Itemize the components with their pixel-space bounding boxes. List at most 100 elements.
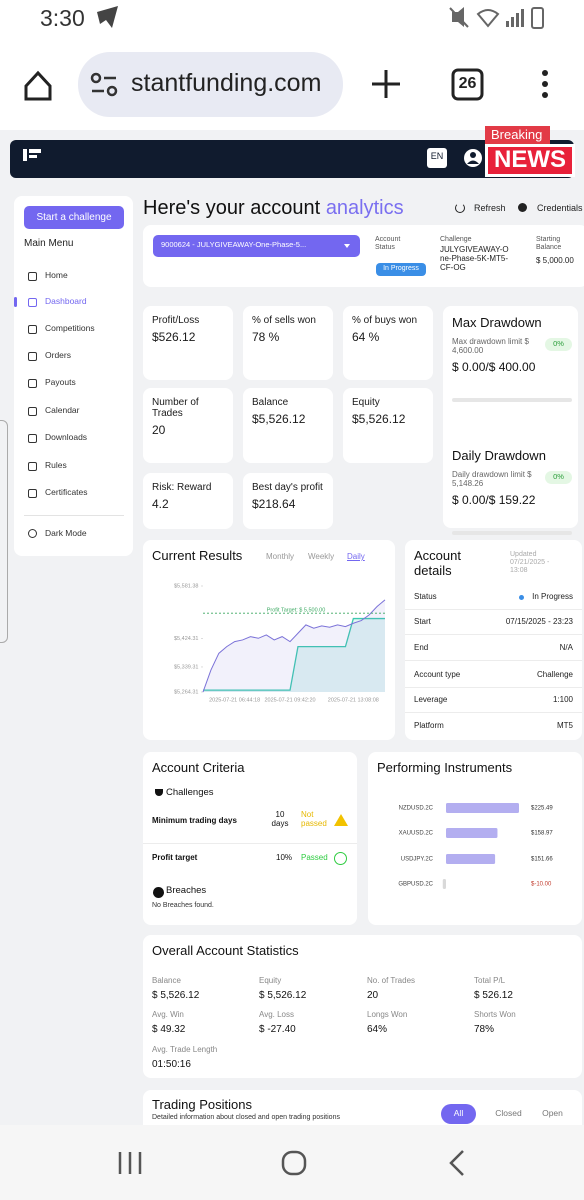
positions-subtitle: Detailed information about closed and op… <box>152 1114 340 1121</box>
bar <box>446 828 498 838</box>
status-label: Account Status <box>375 236 401 252</box>
range-tab[interactable]: Monthly <box>266 552 295 561</box>
breaches-icon <box>153 887 164 898</box>
overall-label: Total P/L <box>474 976 506 985</box>
language-box[interactable] <box>427 148 447 168</box>
overall-value: $ 5,526.12 <box>152 990 200 1001</box>
overall-value: $ 5,526.12 <box>259 990 307 1001</box>
menu-item[interactable]: Competitions <box>45 323 95 333</box>
category-label: XAUUSD.2C <box>399 831 434 837</box>
menu-icon[interactable] <box>28 352 37 361</box>
status-badge <box>376 263 426 276</box>
language-button[interactable]: EN <box>430 151 444 161</box>
header-icons <box>23 126 575 177</box>
stat-value: 78 % <box>252 330 280 344</box>
details-label: End <box>414 643 429 652</box>
menu-icon[interactable] <box>28 379 37 388</box>
home-button[interactable] <box>281 1150 307 1176</box>
recent-apps[interactable] <box>118 1152 142 1174</box>
check-icon <box>334 852 347 865</box>
badge-bottom-text: NEWS <box>494 146 566 173</box>
dark-mode-icon[interactable] <box>28 529 37 538</box>
menu-icon[interactable] <box>28 272 37 281</box>
menu-icon[interactable] <box>28 325 37 334</box>
y-tick-label: $5,339.31 <box>174 664 198 670</box>
menu-icon[interactable] <box>28 407 37 416</box>
y-tick-label: $5,424.31 <box>174 636 198 642</box>
value-label: $-10.00 <box>531 882 552 888</box>
positions-tab[interactable]: Closed <box>495 1108 522 1118</box>
row-divider <box>405 712 582 713</box>
refresh-icon[interactable] <box>455 203 465 213</box>
drawdown-limit: Max drawdown limit $ 4,600.00 <box>452 337 529 356</box>
menu-icon[interactable] <box>28 298 37 307</box>
stat-card: Equity $5,526.12 <box>343 388 433 463</box>
status-icons <box>449 7 544 29</box>
criteria-value: 10% <box>276 853 293 862</box>
x-tick-label: 2025-07-21 06:44:18 <box>209 697 260 703</box>
menu-item[interactable]: Rules <box>45 460 67 470</box>
drawdown-value: $ 0.00/$ 159.22 <box>452 493 536 507</box>
menu-item[interactable]: Dashboard <box>45 296 87 306</box>
details-label: Platform <box>414 721 444 730</box>
menu-icon[interactable] <box>542 70 548 98</box>
positions-tab[interactable]: All <box>453 1108 464 1118</box>
drawdown-title: Max Drawdown <box>452 315 542 330</box>
overall-value: 78% <box>474 1024 495 1035</box>
tab-count-box[interactable] <box>451 68 484 101</box>
criteria-status: Not passed <box>301 810 327 829</box>
details-value: In Progress <box>532 592 573 601</box>
account-select[interactable] <box>153 235 360 257</box>
menu-item[interactable]: Orders <box>45 350 71 360</box>
menu-item[interactable]: Certificates <box>45 487 88 497</box>
tab-count[interactable]: 26 <box>458 75 477 92</box>
bar <box>446 854 496 864</box>
x-tick-label: 2025-07-21 13:08:08 <box>328 697 379 703</box>
title-highlight: analytics <box>325 197 404 219</box>
range-tab[interactable]: Daily <box>347 552 365 561</box>
positions-title: Trading Positions <box>152 1097 252 1112</box>
details-updated: Updated 07/21/2025 - 13:08 <box>510 551 550 575</box>
menu-item[interactable]: Calendar <box>45 405 80 415</box>
menu-item[interactable]: Home <box>45 270 68 280</box>
dark-mode-toggle[interactable]: Dark Mode <box>45 528 87 538</box>
badge-top-text: Breaking <box>491 127 543 142</box>
details-value: 07/15/2025 - 23:23 <box>505 617 573 626</box>
menu-item[interactable]: Payouts <box>45 377 76 387</box>
chart-title: Current Results <box>152 548 243 563</box>
menu-item[interactable]: Downloads <box>45 432 88 442</box>
overall-value: 20 <box>367 990 379 1001</box>
site-settings-icon[interactable] <box>90 72 118 97</box>
account-details-card <box>405 540 582 740</box>
profit-target-label: Profit Target: $ 5,500.00 <box>267 608 326 614</box>
start-challenge-button[interactable] <box>24 206 124 229</box>
row-divider <box>405 609 582 610</box>
positions-tab[interactable]: Open <box>542 1108 563 1118</box>
criteria-name: Profit target <box>152 853 198 862</box>
url-pill[interactable] <box>78 52 343 117</box>
range-tab[interactable]: Weekly <box>308 552 335 561</box>
logo[interactable] <box>23 149 41 161</box>
edge-handle[interactable] <box>0 420 8 643</box>
menu-icon[interactable] <box>28 462 37 471</box>
stat-card: % of sells won 78 % <box>243 306 333 380</box>
details-value: N/A <box>559 643 573 652</box>
home-icon[interactable] <box>24 70 52 101</box>
account-select-text[interactable]: 9000624 - JULYGIVEAWAY-One-Phase-5... <box>161 240 307 249</box>
tab-pill[interactable] <box>441 1104 476 1124</box>
credentials-button[interactable]: Credentials <box>537 203 583 213</box>
overall-label: Balance <box>152 976 181 985</box>
new-tab-icon[interactable] <box>372 70 400 98</box>
menu-icon[interactable] <box>28 489 37 498</box>
key-icon[interactable] <box>518 203 527 212</box>
menu-icon[interactable] <box>28 434 37 443</box>
details-label: Start <box>414 617 431 626</box>
back-button[interactable] <box>449 1150 464 1176</box>
refresh-button[interactable]: Refresh <box>474 203 506 213</box>
start-challenge-text[interactable]: Start a challenge <box>36 212 112 223</box>
select-caret[interactable] <box>344 244 350 248</box>
stat-card: Number of Trades 20 <box>143 388 233 463</box>
url-text[interactable]: stantfunding.com <box>131 69 322 97</box>
criteria-card <box>143 752 357 925</box>
series-area <box>203 599 385 693</box>
